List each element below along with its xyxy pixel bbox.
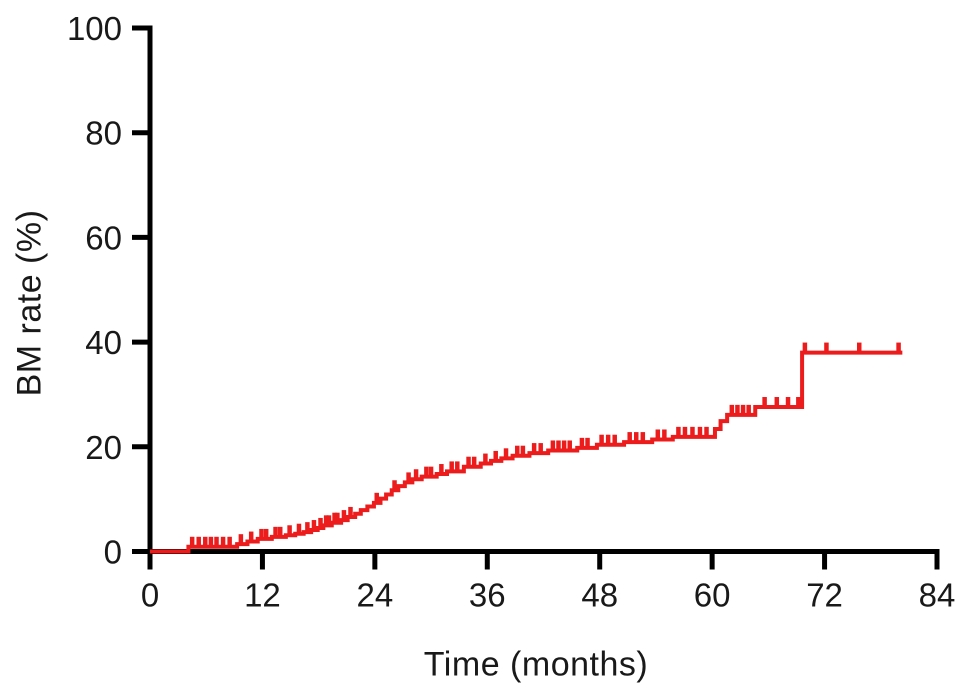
- x-tick-label: 24: [356, 577, 393, 614]
- y-tick-label: 60: [85, 219, 122, 256]
- censor-marks: [189, 342, 901, 549]
- y-tick-label: 0: [104, 534, 122, 571]
- x-tick-label: 12: [244, 577, 281, 614]
- x-tick-label: 0: [141, 577, 159, 614]
- y-tick-label: 80: [85, 115, 122, 152]
- x-tick-label: 60: [694, 577, 731, 614]
- y-tick-label: 40: [85, 324, 122, 361]
- x-tick-label: 84: [919, 577, 956, 614]
- km-curve: [150, 350, 903, 554]
- tick-labels: 0 20 40 60 80 100 0 12 24 36 48 60 72 84: [67, 10, 955, 614]
- x-tick-label: 72: [806, 577, 843, 614]
- y-tick-label: 100: [67, 10, 122, 47]
- x-axis-label: Time (months): [423, 645, 649, 684]
- x-tick-label: 48: [581, 577, 618, 614]
- y-axis-label: BM rate (%): [10, 209, 49, 397]
- x-tick-label: 36: [469, 577, 506, 614]
- survival-step-line: [150, 350, 903, 554]
- y-tick-label: 20: [85, 429, 122, 466]
- axes: [132, 25, 940, 570]
